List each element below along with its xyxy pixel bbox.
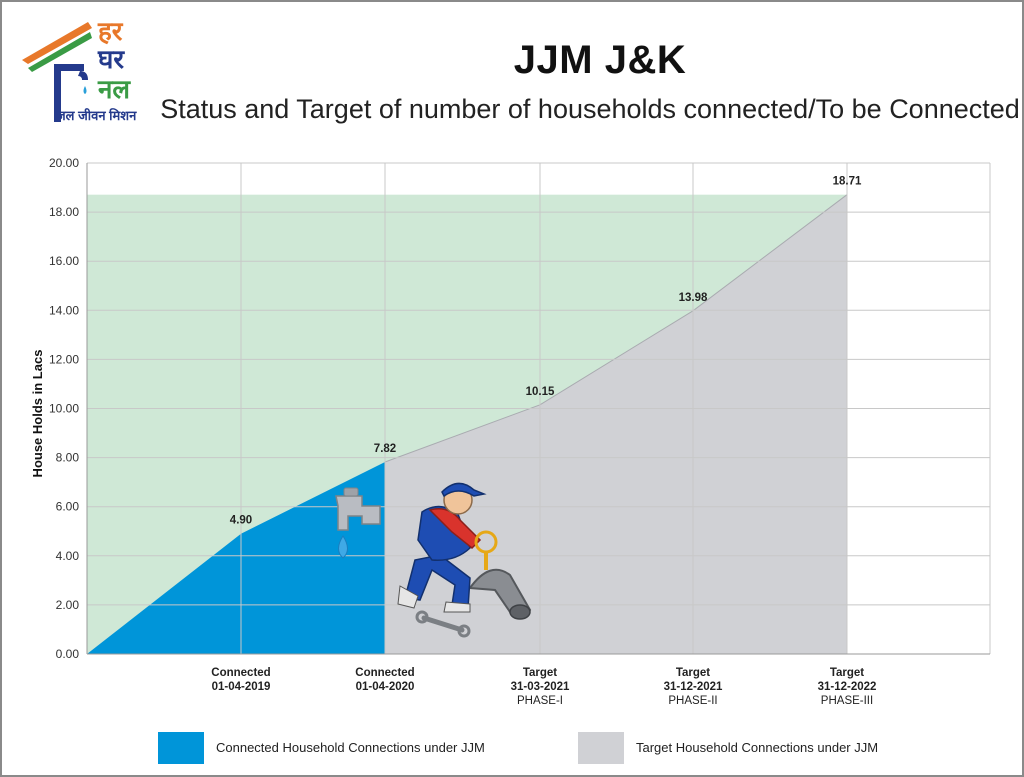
- x-tick-label: 01-04-2019: [212, 681, 271, 693]
- y-tick-label: 14.00: [49, 303, 79, 317]
- wrench-icon: [415, 610, 471, 638]
- logo-tagline: जल जीवन मिशन: [55, 108, 137, 123]
- x-tick-label: PHASE-II: [668, 695, 717, 707]
- logo-word-har: हर: [97, 16, 124, 46]
- y-tick-label: 20.00: [49, 156, 79, 170]
- x-tick-label: Target: [676, 667, 710, 679]
- plumber-illustration: [335, 482, 532, 638]
- x-tick-label: 31-12-2021: [664, 681, 723, 693]
- y-tick-label: 4.00: [56, 549, 80, 563]
- x-tick-label: Target: [523, 667, 557, 679]
- data-label: 4.90: [230, 515, 252, 527]
- chart-subtitle: Status and Target of number of household…: [160, 94, 1020, 124]
- x-tick-label: 01-04-2020: [356, 681, 415, 693]
- y-tick-label: 10.00: [49, 402, 79, 416]
- logo-graphic: हर घर नल जल जीवन मिशन: [22, 16, 137, 123]
- legend-label: Target Household Connections under JJM: [636, 740, 878, 755]
- x-tick-label: PHASE-I: [517, 695, 563, 707]
- x-tick-label: Connected: [211, 667, 270, 679]
- connected-area: [87, 462, 385, 654]
- x-tick-label: 31-03-2021: [511, 681, 570, 693]
- y-tick-label: 8.00: [56, 451, 80, 465]
- logo-tap-icon: [78, 71, 88, 80]
- logo-pillar: [54, 64, 61, 122]
- logo-drop-icon: [83, 86, 87, 94]
- y-tick-label: 0.00: [56, 647, 80, 661]
- legend-label: Connected Household Connections under JJ…: [216, 740, 485, 755]
- grid-layer: [86, 162, 991, 655]
- x-tick-label: 31-12-2022: [818, 681, 877, 693]
- data-label: 7.82: [374, 443, 396, 455]
- data-label: 10.15: [526, 386, 555, 398]
- legend-swatch: [578, 732, 624, 764]
- logo-word-ghar: घर: [97, 44, 125, 74]
- har-ghar-nal-logo: हर घर नल जल जीवन मिशन: [18, 14, 168, 134]
- logo-roof-orange: [22, 22, 92, 64]
- logo-pipe: [54, 64, 84, 71]
- legend: Connected Household Connections under JJ…: [158, 732, 878, 764]
- data-label: 18.71: [833, 176, 862, 188]
- x-tick-label: Connected: [355, 667, 414, 679]
- y-tick-label: 18.00: [49, 205, 79, 219]
- legend-swatch: [158, 732, 204, 764]
- label-layer: 0.00 2.00 4.00 6.00 8.00 10.00 12.00 14.00 16.00…: [30, 156, 876, 707]
- tap-icon: [335, 487, 381, 559]
- logo-roof-green: [28, 32, 92, 72]
- data-label: 13.98: [679, 292, 708, 304]
- logo-word-nal: नल: [97, 74, 131, 104]
- y-axis-title: House Holds in Lacs: [30, 350, 45, 478]
- y-tick-label: 6.00: [56, 500, 80, 514]
- y-tick-label: 16.00: [49, 254, 79, 268]
- y-tick-label: 2.00: [56, 598, 80, 612]
- x-tick-label: PHASE-III: [821, 695, 873, 707]
- plumber-figure: [397, 482, 532, 620]
- y-tick-label: 12.00: [49, 352, 79, 366]
- x-tick-label: Target: [830, 667, 864, 679]
- chart-title: JJM J&K: [513, 38, 687, 82]
